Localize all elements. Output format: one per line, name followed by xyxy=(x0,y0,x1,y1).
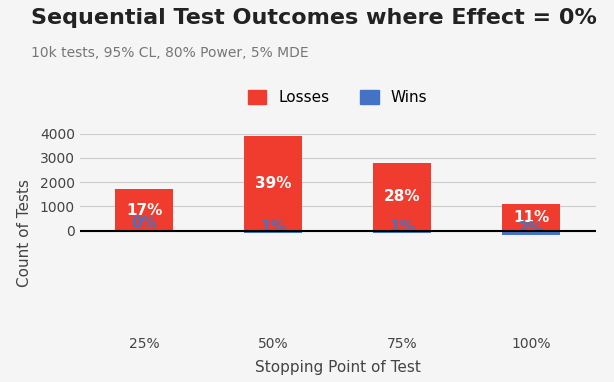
Text: 39%: 39% xyxy=(255,176,292,191)
Text: 1%: 1% xyxy=(389,219,415,234)
Text: 17%: 17% xyxy=(126,202,163,217)
Bar xyxy=(373,231,431,233)
Text: Sequential Test Outcomes where Effect = 0%: Sequential Test Outcomes where Effect = … xyxy=(31,8,597,28)
Bar xyxy=(373,163,431,231)
Text: 10k tests, 95% CL, 80% Power, 5% MDE: 10k tests, 95% CL, 80% Power, 5% MDE xyxy=(31,46,308,60)
Bar xyxy=(244,231,302,233)
Text: 2%: 2% xyxy=(518,221,544,236)
Bar xyxy=(502,204,560,231)
Y-axis label: Count of Tests: Count of Tests xyxy=(17,179,31,287)
Bar xyxy=(115,189,173,231)
Text: 1%: 1% xyxy=(260,219,286,234)
Bar xyxy=(244,136,302,231)
Text: 11%: 11% xyxy=(513,210,550,225)
Text: 28%: 28% xyxy=(384,189,421,204)
X-axis label: Stopping Point of Test: Stopping Point of Test xyxy=(255,359,421,374)
Legend: Losses, Wins: Losses, Wins xyxy=(242,84,433,111)
Text: 0%: 0% xyxy=(131,216,157,231)
Bar xyxy=(502,231,560,235)
